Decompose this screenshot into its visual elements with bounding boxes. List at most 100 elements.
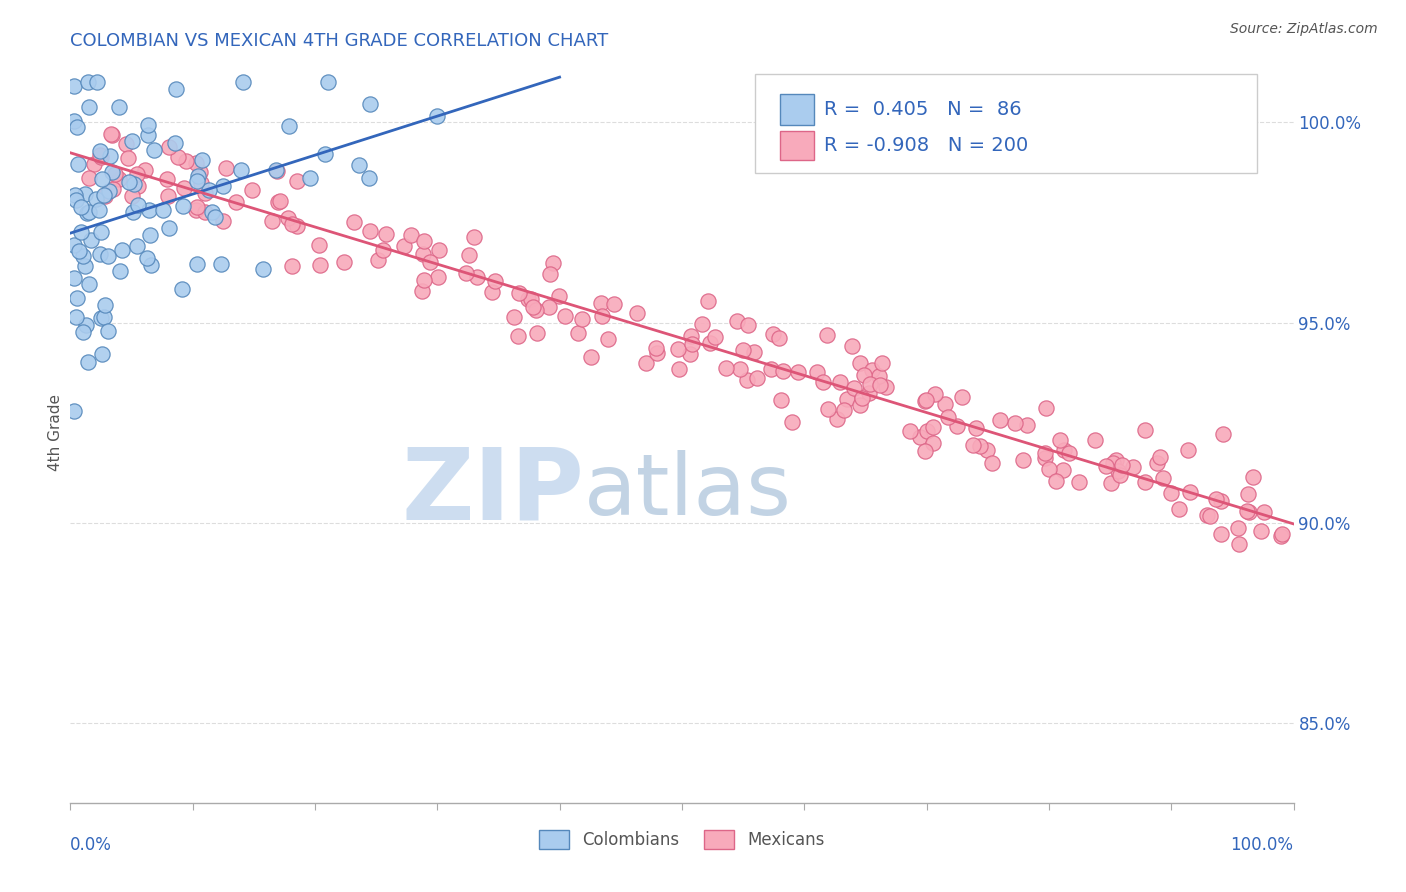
Point [314,146,336,161]
Point [285,219,308,234]
Point [922,420,945,434]
Bar [780,95,814,126]
Point [936,409,959,424]
Point [699,336,721,351]
Point [141,258,163,272]
Text: Source: ZipAtlas.com: Source: ZipAtlas.com [1230,22,1378,37]
Point [157,220,180,235]
Point [626,305,648,319]
Point [742,344,765,359]
Point [1270,529,1292,543]
Point [277,211,299,225]
Point [134,162,156,177]
Point [156,188,179,202]
Point [516,293,538,307]
Point [80,233,103,247]
Point [728,362,751,376]
Point [165,82,187,96]
Point [76,205,98,219]
Point [97,249,120,263]
Point [636,356,658,370]
Point [787,366,810,380]
Point [690,317,713,331]
Point [212,179,235,194]
Point [136,118,159,132]
Point [101,128,124,142]
Point [1108,464,1130,478]
Point [914,393,936,408]
Point [198,183,221,197]
Point [308,238,330,252]
Point [589,295,612,310]
Point [212,214,235,228]
Point [1212,426,1234,441]
Text: ZIP: ZIP [401,443,583,541]
Point [418,255,440,269]
Point [868,369,890,384]
Point [97,324,120,338]
Point [725,314,748,328]
Point [127,167,149,181]
Point [875,380,897,394]
Point [768,331,790,345]
Point [108,263,131,277]
Point [832,403,855,417]
Point [121,189,143,203]
Point [1226,521,1249,535]
Point [73,259,96,273]
Point [849,398,872,412]
Point [209,257,232,271]
Point [965,421,987,435]
Bar [780,130,814,161]
Point [136,251,159,265]
Point [188,165,211,179]
Point [359,97,381,112]
Point [194,186,217,200]
Point [371,244,394,258]
Point [524,303,547,318]
Point [281,259,304,273]
Point [898,424,921,438]
Point [118,175,141,189]
Point [1211,494,1233,508]
Point [93,310,115,324]
Point [63,271,86,285]
Point [844,381,866,395]
Point [269,194,291,208]
Point [813,375,835,389]
Point [772,364,794,378]
Point [858,386,880,401]
Point [714,361,737,376]
Point [1094,459,1116,474]
Text: R = -0.908   N = 200: R = -0.908 N = 200 [824,136,1028,155]
Legend: Colombians, Mexicans: Colombians, Mexicans [530,822,834,857]
Point [596,332,619,346]
Point [1211,527,1233,541]
Point [172,198,194,212]
Point [547,289,569,303]
Point [924,386,946,401]
Point [859,377,882,392]
Point [191,153,214,167]
Point [65,193,87,207]
Point [538,267,561,281]
Point [240,183,263,197]
Point [127,179,149,194]
Point [90,225,112,239]
Point [65,188,87,202]
Point [1004,416,1026,430]
Point [1167,502,1189,516]
Point [76,355,98,369]
Point [1011,453,1033,467]
Text: COLOMBIAN VS MEXICAN 4TH GRADE CORRELATION CHART: COLOMBIAN VS MEXICAN 4TH GRADE CORRELATI… [70,32,609,50]
Point [77,171,100,186]
Point [603,297,626,311]
Point [946,419,969,434]
Point [1149,450,1171,464]
Point [950,390,973,404]
Point [84,192,107,206]
Point [122,205,145,219]
Point [914,443,936,458]
Point [537,301,560,315]
Point [1102,457,1125,471]
